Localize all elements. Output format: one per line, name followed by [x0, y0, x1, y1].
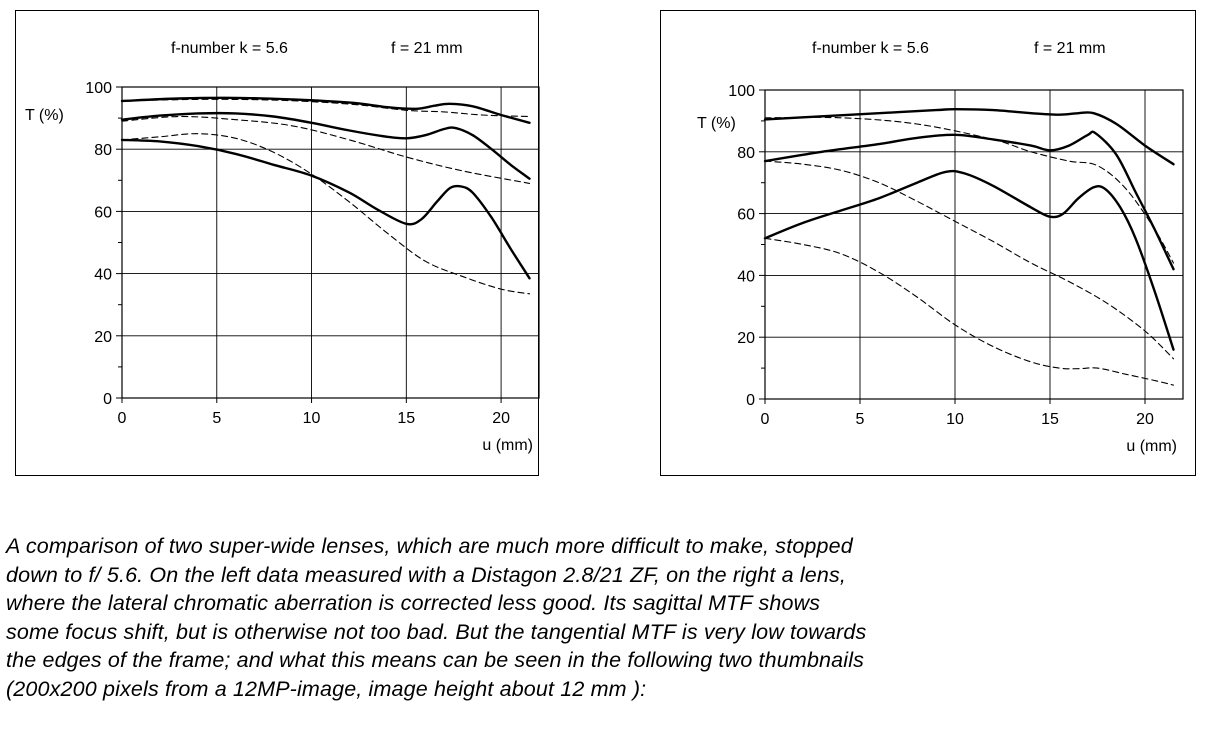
chart-right-series-solid-mid — [763, 130, 1175, 271]
chart-right-series-solid-low — [763, 169, 1175, 351]
chart-left-series-solid-top — [120, 96, 531, 124]
chart-left-tick-label-y-3: 60 — [94, 204, 112, 221]
chart-right-tick-label-y-4: 80 — [737, 145, 755, 162]
chart-right-tick-label-x-1: 5 — [856, 411, 865, 428]
chart-right-tick-label-y-0: 0 — [746, 392, 755, 409]
chart-left-series-solid-mid — [120, 111, 531, 180]
chart-right-series-solid-top — [763, 108, 1175, 166]
caption-line-1: A comparison of two super-wide lenses, w… — [6, 534, 853, 558]
chart-right-series-dashed-top — [764, 116, 1175, 264]
chart-left-tick-label-y-2: 40 — [94, 267, 112, 284]
chart-left-series-dashed-low — [121, 115, 531, 184]
chart-left-tick-label-x-3: 15 — [397, 410, 415, 427]
chart-left-tick-label-y-1: 20 — [94, 329, 112, 346]
chart-left-tick-label-y-0: 0 — [103, 391, 112, 408]
chart-left-tick-label-x-4: 20 — [492, 410, 510, 427]
chart-left-x-axis-label: u (mm) — [482, 437, 533, 454]
chart-left-series-dashed-top — [121, 98, 531, 118]
chart-left-tick-label-y-5: 100 — [85, 80, 112, 97]
chart-right: 0 20 40 60 80 100 0 5 10 15 20 T (%) u (mm) f-number … — [660, 10, 1196, 476]
chart-right-y-axis-label: T (%) — [697, 115, 736, 132]
chart-right-tick-label-x-4: 20 — [1136, 411, 1154, 428]
chart-right-tick-label-y-1: 20 — [737, 330, 755, 347]
chart-right-title-focal: f = 21 mm — [1034, 40, 1106, 57]
chart-left-tick-label-x-1: 5 — [212, 410, 221, 427]
caption-line-2: down to f/ 5.6. On the left data measure… — [6, 562, 846, 587]
caption-line-3: where the lateral chromatic aberration i… — [6, 591, 821, 615]
chart-right-svg: 0 20 40 60 80 100 0 5 10 15 20 T (%) u (mm) f-number … — [697, 40, 1184, 455]
chart-left-tick-label-y-4: 80 — [94, 142, 112, 159]
chart-left-title-fnumber: f-number k = 5.6 — [171, 40, 288, 57]
chart-right-tick-label-x-2: 10 — [946, 411, 964, 428]
chart-right-tick-label-x-3: 15 — [1041, 411, 1059, 428]
caption-line-6: (200x200 pixels from a 12MP-image, image… — [6, 676, 647, 701]
chart-right-series-dashed-low — [764, 237, 1175, 386]
chart-left-y-axis-label: T (%) — [25, 107, 64, 124]
caption-line-5: the edges of the frame; and what this me… — [6, 648, 865, 672]
caption-line-4: some focus shift, but is otherwise not t… — [6, 619, 867, 644]
chart-left-svg: 0 20 40 60 80 100 0 5 10 15 20 T (%) u (mm) f-number … — [25, 40, 540, 454]
chart-right-tick-label-x-0: 0 — [761, 411, 770, 428]
chart-right-title-fnumber: f-number k = 5.6 — [812, 40, 929, 57]
chart-right-x-axis-label: u (mm) — [1126, 438, 1177, 455]
chart-left-series-dashed-mid — [121, 133, 531, 295]
chart-left-tick-label-x-0: 0 — [118, 410, 127, 427]
chart-left-tick-label-x-2: 10 — [303, 410, 321, 427]
chart-left-series-solid-low — [120, 138, 531, 280]
chart-left: 0 20 40 60 80 100 0 5 10 15 20 T (%) u (mm) f-number … — [15, 10, 540, 476]
chart-right-tick-label-y-2: 40 — [737, 268, 755, 285]
chart-left-title-focal: f = 21 mm — [391, 40, 463, 57]
figure-caption: A comparison of two super-wide lenses, w… — [6, 532, 1211, 703]
chart-right-tick-label-y-3: 60 — [737, 207, 755, 224]
chart-right-tick-label-y-5: 100 — [728, 83, 755, 100]
chart-right-series-dashed-mid — [764, 160, 1175, 360]
